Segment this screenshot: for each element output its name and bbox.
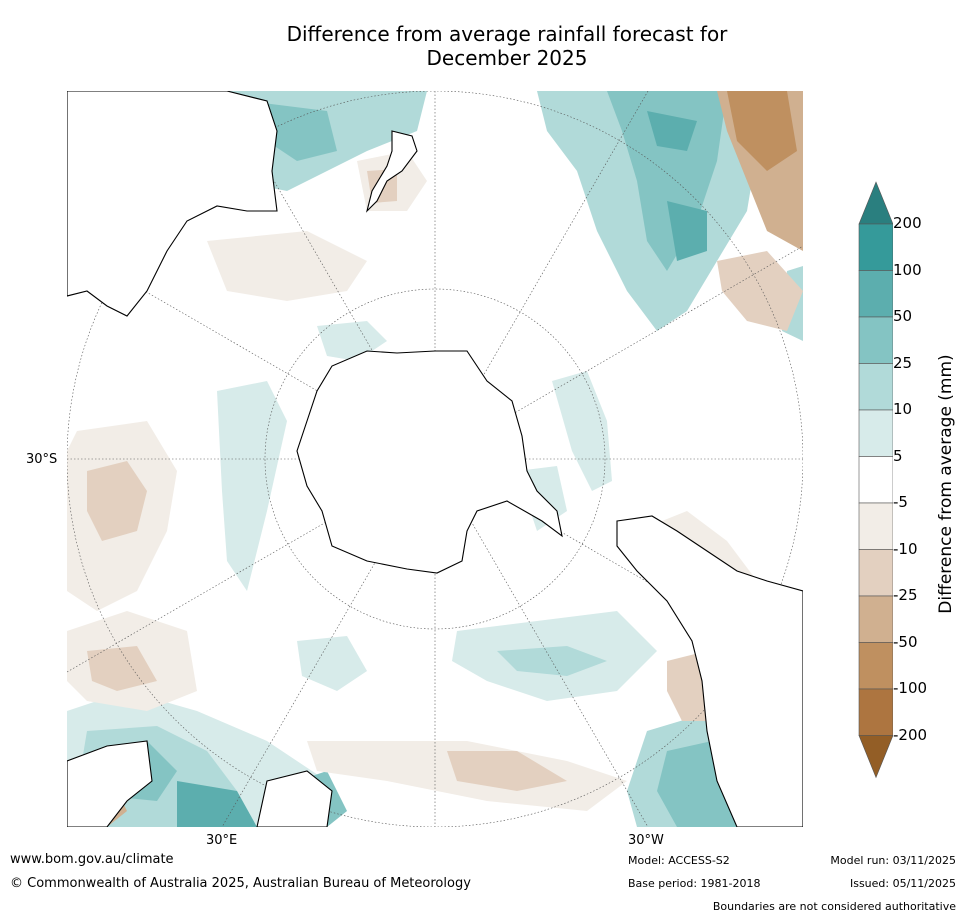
footer-copyright: © Commonwealth of Australia 2025, Austra…: [10, 876, 471, 891]
legend-tick-label: -100: [893, 679, 928, 697]
legend-extend-bottom: [858, 735, 893, 779]
legend-swatch: [858, 502, 893, 550]
legend-tick-label: 10: [893, 400, 913, 418]
legend-swatch: [858, 456, 893, 504]
legend-swatch: [858, 316, 893, 364]
australia: [67, 91, 278, 317]
legend-swatch: [858, 595, 893, 643]
rainfall-anomaly-map: [67, 91, 803, 827]
chart-title: Difference from average rainfall forecas…: [0, 22, 965, 70]
footer-model-run: Model run: 03/11/2025: [830, 854, 956, 867]
legend-tick-label: 25: [893, 353, 913, 372]
legend-tick-label: -10: [893, 539, 918, 558]
footer-issued: Issued: 05/11/2025: [849, 877, 956, 890]
legend-title: Difference from average (mm): [936, 354, 956, 614]
legend-tick-label: 200: [893, 214, 922, 232]
legend-swatch: [858, 688, 893, 736]
new-zealand: [365, 130, 418, 213]
legend-swatch: [858, 270, 893, 318]
legend-tick-label: -200: [893, 725, 928, 744]
title-line-2: December 2025: [426, 46, 588, 70]
legend-tick-label: -50: [893, 632, 918, 651]
title-line-1: Difference from average rainfall forecas…: [286, 22, 728, 46]
africa: [67, 740, 153, 827]
legend-tick-label: 100: [893, 260, 922, 279]
antarctica: [296, 350, 563, 574]
legend-swatch: [858, 549, 893, 597]
footer-base-period: Base period: 1981-2018: [628, 877, 761, 890]
footer-website[interactable]: www.bom.gov.au/climate: [10, 852, 174, 867]
legend-colorbar: [858, 181, 893, 779]
footer-model: Model: ACCESS-S2: [628, 854, 730, 867]
footer-disclaimer: Boundaries are not considered authoritat…: [712, 900, 956, 913]
legend-tick-label: -25: [893, 586, 918, 604]
lon-label-30w: 30°W: [628, 833, 664, 848]
madagascar: [256, 770, 333, 827]
legend-swatch: [858, 642, 893, 690]
lat-label-30s: 30°S: [26, 452, 58, 467]
legend-tick-label: 5: [893, 446, 903, 465]
legend-swatch: [858, 409, 893, 457]
legend-swatch: [858, 363, 893, 411]
legend-tick-label: 50: [893, 307, 913, 325]
coastlines: [67, 91, 803, 827]
south-america: [616, 515, 803, 827]
legend-swatch: [858, 223, 893, 271]
legend-tick-label: -5: [893, 493, 908, 511]
legend-extend-top: [858, 181, 893, 225]
lon-label-30e: 30°E: [206, 833, 238, 848]
